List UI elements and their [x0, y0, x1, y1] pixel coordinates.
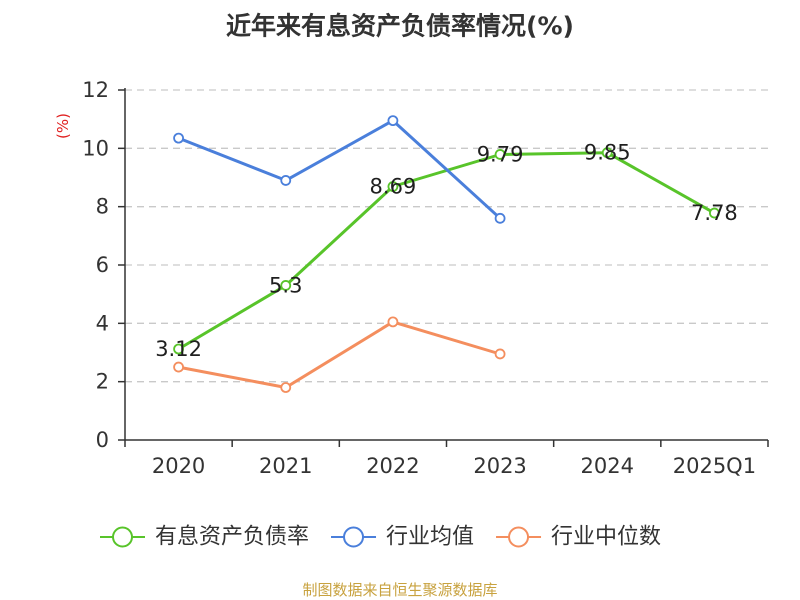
data-point: [387, 115, 399, 127]
legend-item-1[interactable]: 行业均值: [331, 525, 474, 550]
data-point: [280, 280, 292, 291]
data-point: [173, 361, 184, 373]
chart-title: 近年来有息资产负债率情况(%): [226, 12, 574, 41]
y-axis-label: (%): [54, 113, 72, 139]
series-1: [173, 115, 506, 224]
legend-marker: [112, 526, 133, 548]
data-point: [494, 348, 506, 360]
data-point: [280, 175, 292, 186]
legend-marker: [343, 526, 365, 548]
legend-line-marker-icon: [331, 526, 377, 548]
data-label: 7.78: [691, 201, 738, 225]
x-tick-label: 2021: [259, 454, 312, 478]
legend-label: 行业均值: [386, 525, 474, 550]
data-point: [173, 343, 184, 355]
legend-line-marker-icon: [100, 526, 145, 548]
axes: 0 2 4 6 8 10 12 2020 2021 2022 2023 2024 2025Q1: [82, 78, 769, 478]
y-tick-label: 4: [96, 311, 109, 335]
x-tick-label: 2022: [366, 454, 419, 478]
data-label: 9.85: [584, 141, 631, 165]
data-point: [601, 147, 613, 159]
data-labels: 3.12 5.3 8.69 9.79 9.85 7.78: [155, 141, 738, 361]
series-line: [177, 151, 716, 351]
data-point: [387, 316, 399, 328]
y-tick-label: 12: [82, 78, 109, 102]
data-label: 8.69: [370, 175, 417, 199]
x-tick-label: 2024: [581, 454, 634, 478]
x-tick-label: 2023: [473, 454, 526, 478]
data-point: [709, 207, 720, 219]
series-0: [173, 147, 720, 355]
legend-label: 有息资产负债率: [155, 525, 309, 550]
source-note: 制图数据来自恒生聚源数据库: [302, 581, 497, 599]
y-tick-label: 2: [96, 370, 109, 394]
y-tick-label: 8: [96, 195, 109, 219]
data-point: [387, 181, 399, 192]
legend: 有息资产负债率 行业均值 行业中位数: [100, 525, 661, 550]
legend-line-marker-icon: [496, 526, 542, 548]
x-tick-label: 2020: [152, 454, 205, 478]
x-tick-label: 2025Q1: [673, 454, 756, 478]
data-point: [494, 212, 506, 224]
data-point: [494, 149, 506, 160]
y-tick-label: 10: [82, 136, 109, 160]
data-label: 5.3: [269, 273, 302, 297]
series-line: [177, 320, 502, 389]
legend-marker: [508, 526, 530, 548]
series-2: [173, 316, 506, 393]
data-label: 3.12: [155, 337, 202, 361]
series-layer: [173, 115, 720, 393]
data-label: 9.79: [477, 142, 524, 166]
legend-item-2[interactable]: 行业中位数: [496, 525, 661, 550]
y-tick-label: 6: [96, 253, 109, 277]
y-tick-label: 0: [96, 428, 109, 452]
series-line: [177, 119, 502, 220]
data-point: [173, 132, 184, 144]
legend-item-0[interactable]: 有息资产负债率: [100, 525, 309, 550]
data-point: [280, 382, 292, 393]
legend-label: 行业中位数: [551, 525, 661, 550]
